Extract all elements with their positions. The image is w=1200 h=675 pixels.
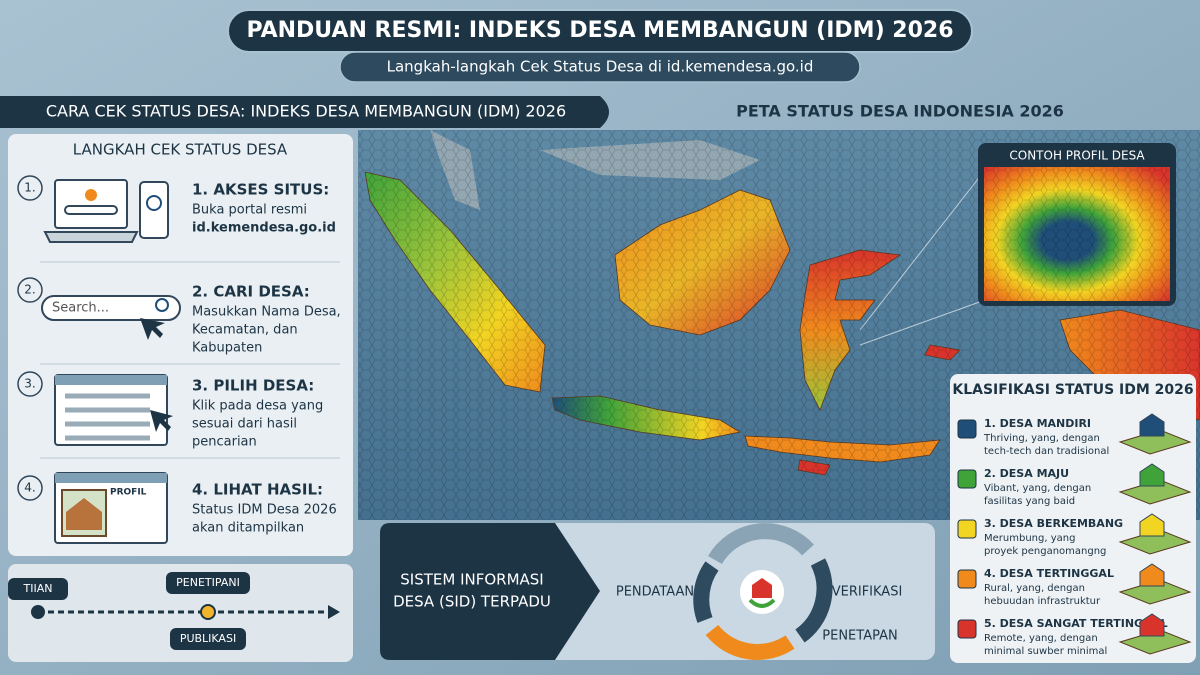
legend: 1. DESA MANDIRI Thriving, yang, dengan tec… (957, 413, 1192, 657)
step-text: Masukkan Nama Desa, (192, 305, 341, 320)
legend-swatch (957, 469, 977, 489)
cycle-label: PENETAPAN (822, 629, 897, 644)
step-text: id.kemendesa.go.id (192, 221, 336, 236)
inset-connector (859, 169, 986, 331)
step-text: Kabupaten (192, 341, 262, 356)
map-title: PETA STATUS DESA INDONESIA 2026 (736, 102, 1064, 121)
timeline-pill (8, 578, 68, 600)
step-badge (17, 277, 43, 303)
house-icon (1139, 613, 1165, 637)
sid-title: SISTEM INFORMASI (400, 571, 543, 589)
timeline-pill (166, 572, 250, 594)
step-title: 2. CARI DESA: (192, 283, 310, 301)
inset: CONTOH PROFIL DESA (978, 143, 1176, 306)
step-number: 1. (24, 181, 35, 195)
step-text: pencarian (192, 435, 257, 450)
timeline-label: PENETIPANI (176, 576, 240, 589)
legend-swatch (957, 619, 977, 639)
step-text: Status IDM Desa 2026 (192, 503, 337, 518)
step-badge (17, 371, 43, 397)
timeline-pill (170, 628, 246, 650)
house-icon (1139, 513, 1165, 537)
legend-description: Rural, yang, dengan (984, 583, 1085, 594)
timeline-label: PUBLIKASI (180, 632, 236, 645)
legend-swatch (957, 419, 977, 439)
legend-description: Thriving, yang, dengan (983, 433, 1100, 444)
step-title: 3. PILIH DESA: (192, 377, 314, 395)
cycle (693, 523, 833, 660)
step-number: 2. (24, 283, 35, 297)
legend-label: 5. DESA SANGAT TERTINGGAL (984, 617, 1168, 630)
step-icons (41, 179, 181, 544)
step-badge (17, 175, 43, 201)
steps-title: LANGKAH CEK STATUS DESA (73, 141, 288, 159)
inset-connector (859, 299, 986, 346)
step-text: sesuai dari hasil (192, 417, 297, 432)
timeline-label: TIIAN (23, 582, 53, 595)
legend-label: 2. DESA MAJU (984, 467, 1069, 480)
search-placeholder: Search... (52, 301, 109, 316)
legend-description: Merumbung, yang (984, 533, 1075, 544)
profile-label: PROFIL (110, 488, 147, 498)
steps: 1. 1. AKSES SITUS: Buka portal resmi id.kem… (17, 175, 341, 536)
step-badge (17, 475, 43, 501)
sid-arrow (380, 523, 600, 660)
subtitle-pill (339, 51, 861, 83)
house-icon (1139, 463, 1165, 487)
subtitle: Langkah-langkah Cek Status Desa di id.ke… (387, 58, 814, 76)
step-number: 4. (24, 481, 35, 495)
legend-description: fasilitas yang baid (984, 496, 1075, 507)
step-number: 3. (24, 377, 35, 391)
legend-description: hebuudan infrastruktur (984, 596, 1101, 607)
legend-description: Vibant, yang, dengan (984, 483, 1091, 494)
house-icon (1139, 413, 1165, 437)
left-title: CARA CEK STATUS DESA: INDEKS DESA MEMBAN… (46, 102, 566, 121)
cycle-label: PENDATAAN (616, 585, 694, 600)
step-text: akan ditampilkan (192, 521, 304, 536)
left-header (0, 96, 609, 128)
title: PANDUAN RESMI: INDEKS DESA MEMBANGUN (ID… (246, 18, 953, 43)
step-title: 1. AKSES SITUS: (192, 181, 329, 199)
step-text: Buka portal resmi (192, 203, 307, 218)
inset-title: CONTOH PROFIL DESA (1009, 149, 1145, 163)
step-title: 4. LIHAT HASIL: (192, 481, 323, 499)
legend-description: tech-tech dan tradisional (984, 446, 1109, 457)
legend-swatch (957, 569, 977, 589)
legend-description: minimal suwber minimal (984, 646, 1107, 657)
legend-swatch (957, 519, 977, 539)
house-icon (1139, 563, 1165, 587)
legend-label: 1. DESA MANDIRI (984, 417, 1091, 430)
timeline-dot (31, 605, 45, 619)
step-text: Klik pada desa yang (192, 399, 323, 414)
cycle-label: VERIFIKASI (832, 585, 903, 600)
timeline-arrow (328, 605, 340, 619)
step-text: Kecamatan, dan (192, 323, 298, 338)
timeline-dot (200, 604, 216, 620)
legend-label: 4. DESA TERTINGGAL (984, 567, 1114, 580)
sid-title: DESA (SID) TERPADU (393, 593, 551, 611)
legend-title: KLASIFIKASI STATUS IDM 2026 (952, 382, 1193, 398)
legend-label: 3. DESA BERKEMBANG (984, 517, 1123, 530)
legend-description: proyek penganomangng (984, 546, 1106, 557)
legend-description: Remote, yang, dengan (984, 633, 1098, 644)
